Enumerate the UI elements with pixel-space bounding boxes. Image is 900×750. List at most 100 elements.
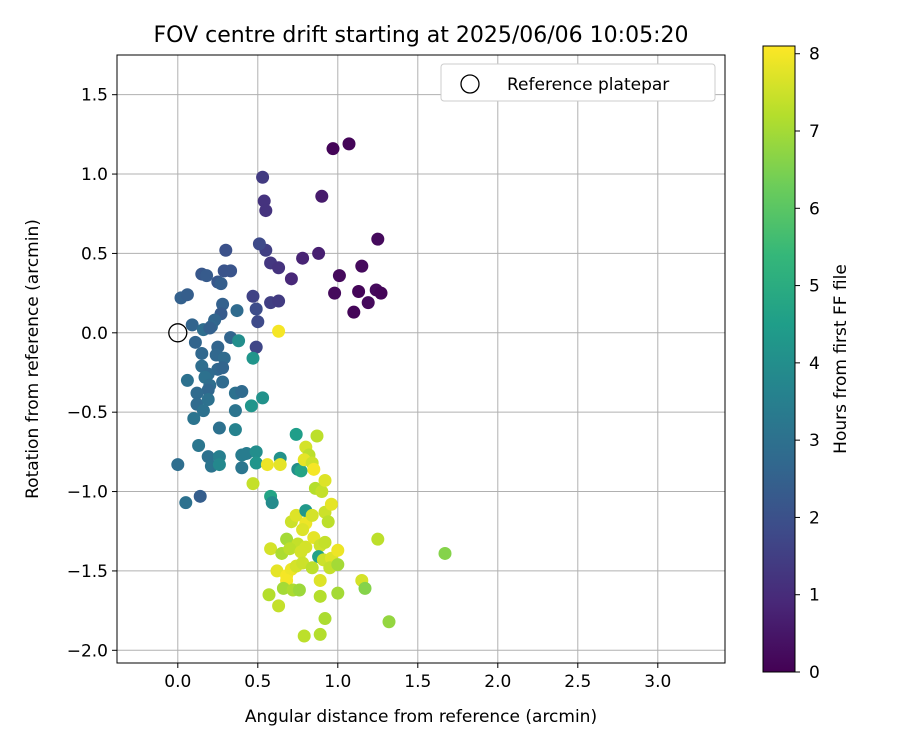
data-point (249, 340, 263, 354)
data-point (307, 462, 321, 476)
reference-marker-group (168, 323, 188, 343)
data-point (331, 558, 345, 572)
data-point (321, 515, 335, 529)
data-point (251, 315, 265, 329)
data-point (214, 277, 228, 291)
y-tick-label: −2.0 (67, 641, 108, 661)
data-point (272, 261, 286, 275)
data-point (228, 423, 242, 437)
x-tick-label: 3.0 (644, 672, 671, 692)
data-point (371, 532, 385, 546)
data-point (289, 427, 303, 441)
legend-marker-reference (460, 74, 480, 94)
data-point (195, 346, 209, 360)
x-tick-label: 1.5 (404, 672, 431, 692)
data-point (249, 445, 263, 459)
data-point (185, 318, 199, 332)
colorbar-tick-label: 8 (809, 45, 820, 65)
data-point (358, 581, 372, 595)
data-point (262, 588, 276, 602)
data-point (260, 458, 274, 472)
data-point (438, 546, 452, 560)
colorbar-ticks: 0 1 2 3 4 5 6 7 8 (795, 45, 820, 683)
data-point (315, 485, 329, 499)
data-point (272, 294, 286, 308)
y-axis-label: Rotation from reference (arcmin) (23, 219, 43, 499)
data-point (331, 586, 345, 600)
data-point (371, 232, 385, 246)
data-point (246, 289, 260, 303)
data-point (292, 583, 306, 597)
data-point (284, 272, 298, 286)
legend: Reference platepar (440, 63, 716, 102)
y-tick-label: 1.0 (81, 165, 108, 185)
data-point (246, 477, 260, 491)
data-point (297, 629, 311, 643)
data-points (171, 137, 452, 643)
data-point (331, 543, 345, 557)
data-point (235, 385, 249, 399)
data-point (294, 545, 308, 559)
data-point (246, 351, 260, 365)
data-point (305, 508, 319, 522)
colorbar-tick-label: 1 (809, 586, 820, 606)
colorbar-tick-label: 5 (809, 277, 820, 297)
data-point (187, 412, 201, 426)
data-point (192, 439, 206, 453)
data-point (296, 251, 310, 265)
data-point (264, 542, 278, 556)
data-point (265, 496, 279, 510)
data-point (224, 264, 238, 278)
data-point (294, 464, 308, 478)
y-axis-ticks: −2.0 −1.5 −1.0 −0.5 0.0 0.5 1.0 1.5 (67, 86, 117, 661)
data-point (276, 581, 290, 595)
y-tick-label: −1.0 (67, 483, 108, 503)
y-tick-label: 1.5 (81, 86, 108, 106)
data-point (212, 421, 226, 435)
data-point (201, 392, 215, 406)
colorbar-tick-label: 4 (809, 354, 820, 374)
data-point (310, 429, 324, 443)
data-point (240, 446, 254, 460)
data-point (347, 305, 361, 319)
data-point (171, 458, 185, 472)
data-point (193, 489, 207, 503)
grid-lines (117, 55, 725, 663)
x-tick-label: 0.0 (164, 672, 191, 692)
colorbar-tick-label: 0 (809, 663, 820, 683)
data-point (313, 573, 327, 587)
data-point (190, 386, 204, 400)
data-point (180, 373, 194, 387)
data-point (355, 259, 369, 273)
data-point (259, 204, 273, 218)
data-point (201, 383, 215, 397)
colorbar-tick-label: 7 (809, 122, 820, 142)
data-point (296, 556, 310, 570)
x-axis-label: Angular distance from reference (arcmin) (245, 707, 597, 727)
data-point (196, 404, 210, 418)
y-tick-label: −0.5 (67, 403, 108, 423)
data-point (249, 456, 263, 470)
y-tick-label: −1.5 (67, 562, 108, 582)
data-point (203, 321, 217, 335)
data-point (305, 561, 319, 575)
x-tick-label: 1.0 (324, 672, 351, 692)
data-point (296, 523, 310, 537)
x-tick-label: 0.5 (244, 672, 271, 692)
data-point (328, 286, 342, 300)
data-point (312, 246, 326, 260)
data-point (324, 497, 338, 511)
data-point (219, 243, 233, 257)
data-point (374, 286, 388, 300)
data-point (273, 458, 287, 472)
y-tick-label: 0.0 (81, 324, 108, 344)
colorbar-tick-label: 2 (809, 508, 820, 528)
data-point (326, 142, 340, 156)
data-point (188, 335, 202, 349)
data-point (249, 302, 263, 316)
data-point (200, 269, 214, 283)
plot-frame (116, 54, 726, 664)
data-point (216, 375, 230, 389)
data-point (332, 269, 346, 283)
